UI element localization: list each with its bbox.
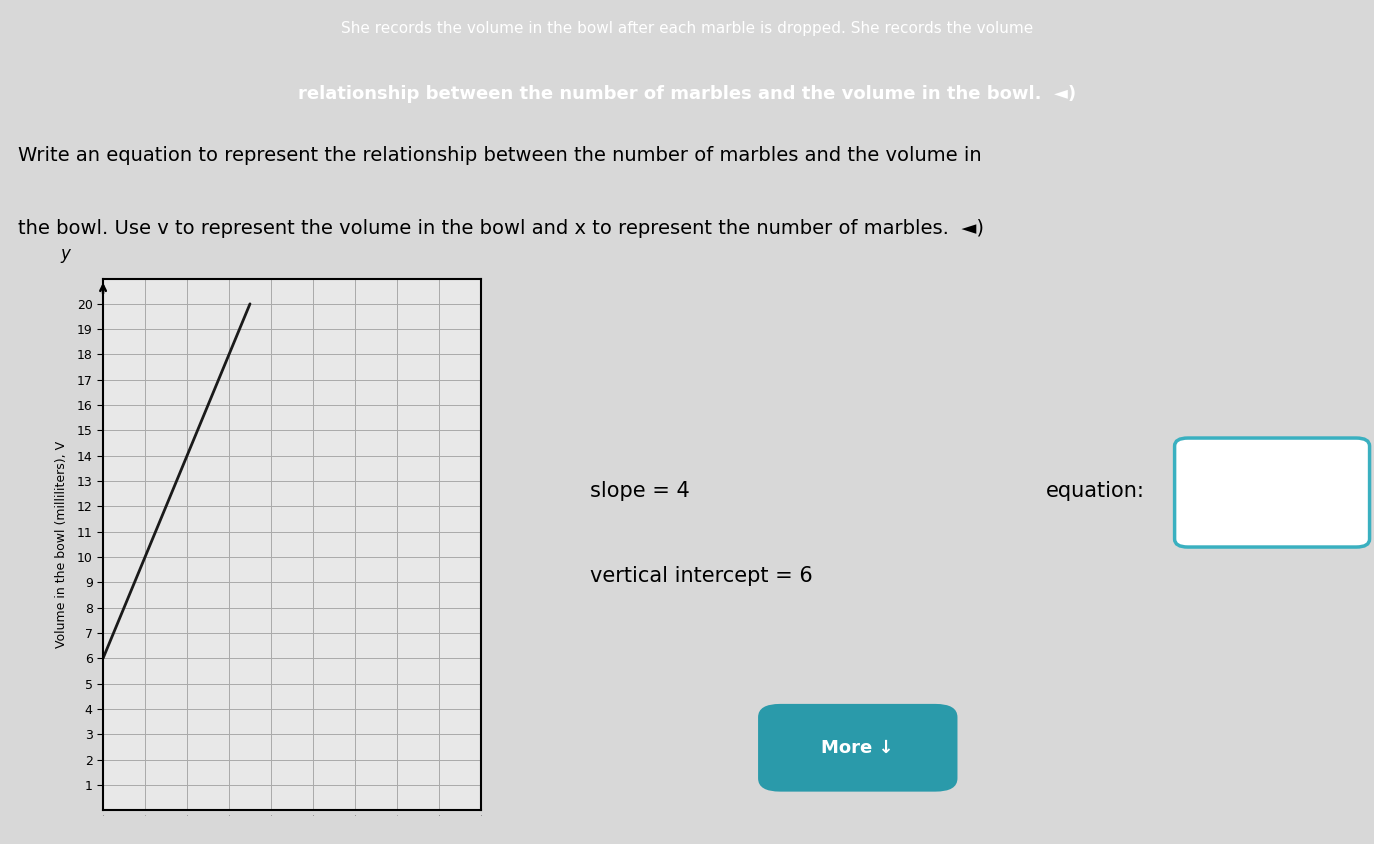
FancyBboxPatch shape	[758, 704, 958, 792]
Text: She records the volume in the bowl after each marble is dropped. She records the: She records the volume in the bowl after…	[341, 21, 1033, 36]
Text: equation:: equation:	[1046, 481, 1145, 501]
Text: slope = 4: slope = 4	[589, 481, 690, 501]
Text: More ↓: More ↓	[822, 738, 894, 757]
Text: the bowl. Use v to represent the volume in the bowl and x to represent the numbe: the bowl. Use v to represent the volume …	[18, 219, 984, 238]
FancyBboxPatch shape	[1175, 438, 1370, 547]
Text: Write an equation to represent the relationship between the number of marbles an: Write an equation to represent the relat…	[18, 146, 981, 165]
Y-axis label: Volume in the bowl (milliliters), V: Volume in the bowl (milliliters), V	[55, 441, 69, 648]
Text: relationship between the number of marbles and the volume in the bowl.  ◄): relationship between the number of marbl…	[298, 85, 1076, 103]
Text: vertical intercept = 6: vertical intercept = 6	[589, 566, 812, 587]
Text: y: y	[60, 245, 70, 262]
